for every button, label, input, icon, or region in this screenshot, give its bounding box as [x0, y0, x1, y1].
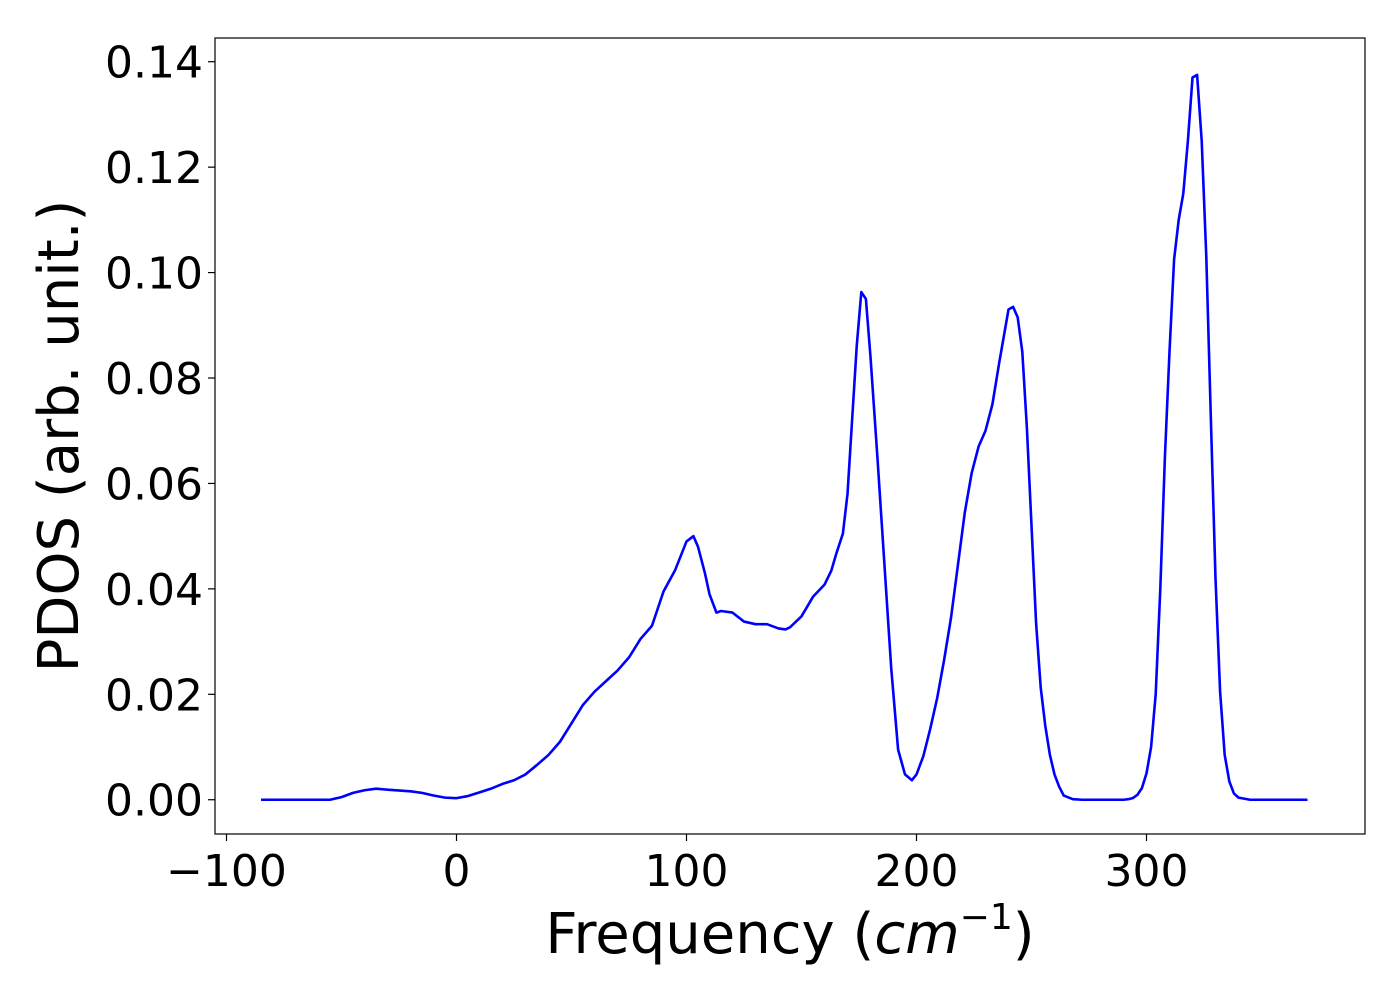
y-tick-label: 0.06: [105, 459, 203, 510]
x-tick-label: −100: [166, 846, 287, 897]
y-tick-label: 0.08: [105, 354, 203, 405]
y-tick-label: 0.10: [105, 249, 203, 300]
x-axis-ticks: −100 0 100 200 300: [166, 834, 1188, 897]
y-tick-label: 0.00: [105, 776, 203, 827]
x-axis-title: Frequency (cm−1): [545, 897, 1034, 967]
y-tick-label: 0.02: [105, 670, 203, 721]
x-tick-label: 200: [875, 846, 959, 897]
y-tick-label: 0.14: [105, 38, 203, 89]
x-tick-label: 100: [645, 846, 729, 897]
y-tick-label: 0.04: [105, 565, 203, 616]
y-axis-ticks: 0.00 0.02 0.04 0.06 0.08 0.10 0.12 0.14: [105, 38, 215, 827]
y-axis-title: PDOS (arb. unit.): [27, 200, 92, 673]
y-tick-label: 0.12: [105, 143, 203, 194]
x-tick-label: 300: [1105, 846, 1189, 897]
x-tick-label: 0: [443, 846, 471, 897]
pdos-series-line: [261, 73, 1308, 802]
plot-area-frame: [214, 37, 1366, 835]
